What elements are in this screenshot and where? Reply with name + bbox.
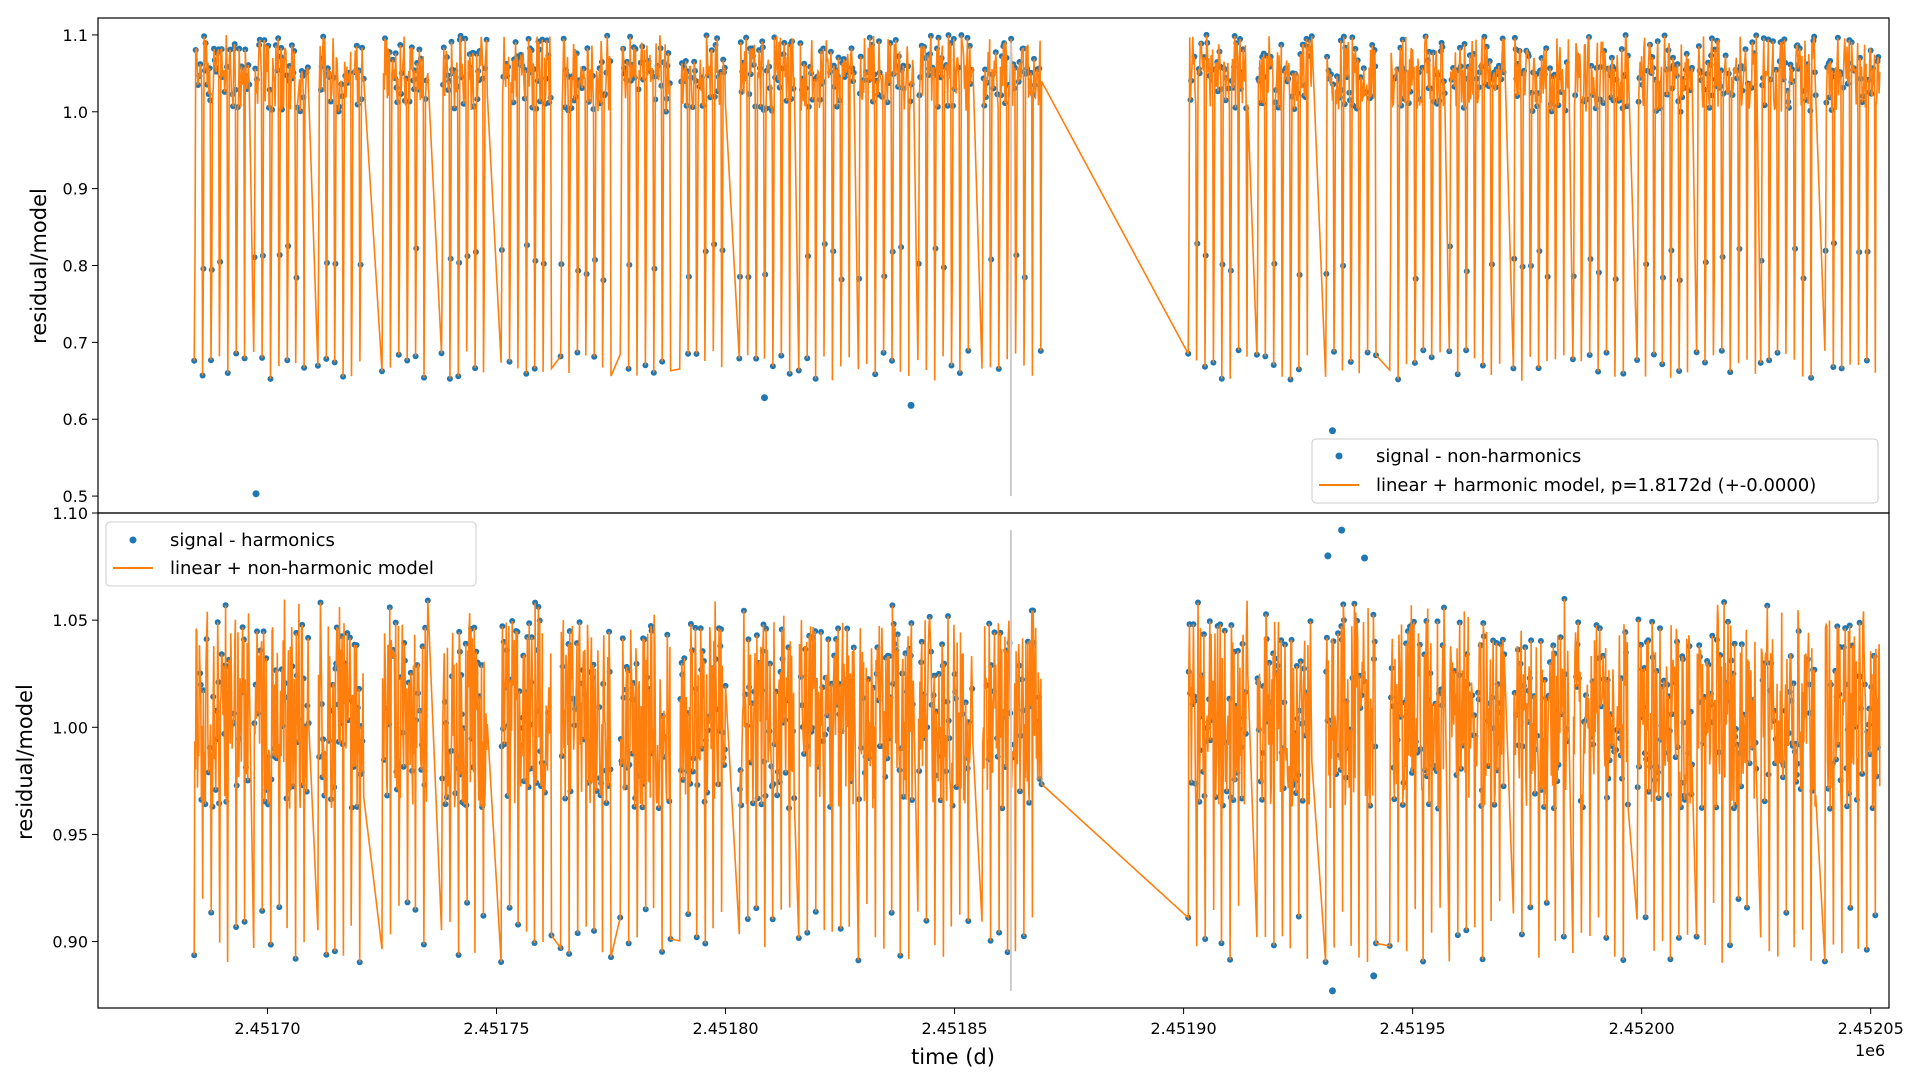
top-y-tick-label: 1.1 xyxy=(63,26,88,45)
top-model-line xyxy=(193,34,1881,381)
bottom-outlier-point xyxy=(1338,526,1346,534)
bottom-outlier-point xyxy=(1324,552,1332,560)
bottom-axes-frame xyxy=(97,512,1890,1009)
x-axis: 2.45170 2.45175 2.45180 2.45185 2.45190 2.451… xyxy=(234,1008,1904,1038)
top-legend-label-signal: signal - non-harmonics xyxy=(1376,446,1581,467)
top-plot-area xyxy=(191,31,1882,498)
x-tick-label: 2.45175 xyxy=(463,1019,529,1038)
bottom-legend-box xyxy=(105,521,477,587)
x-tick-label: 2.45180 xyxy=(692,1019,758,1038)
bottom-legend-marker-signal xyxy=(129,536,137,544)
top-panel: 0.5 0.6 0.7 0.8 0.9 1.0 1.1 residual/model sig… xyxy=(27,17,1890,514)
bottom-legend-label-model: linear + non-harmonic model xyxy=(170,558,434,579)
bottom-y-tick-label: 0.95 xyxy=(52,825,88,844)
bottom-model-line xyxy=(193,598,1881,963)
top-y-axis: 0.5 0.6 0.7 0.8 0.9 1.0 1.1 xyxy=(63,26,98,506)
top-legend: signal - non-harmonics linear + harmonic… xyxy=(1311,438,1879,504)
x-tick-label: 2.45200 xyxy=(1609,1019,1675,1038)
x-tick-label: 2.45195 xyxy=(1380,1019,1446,1038)
top-legend-label-model: linear + harmonic model, p=1.8172d (+-0.… xyxy=(1376,475,1816,496)
x-axis-label: time (d) xyxy=(911,1045,995,1069)
x-tick-label: 2.45170 xyxy=(234,1019,300,1038)
bottom-y-axis-label: residual/model xyxy=(13,684,37,840)
top-y-tick-label: 1.0 xyxy=(63,103,88,122)
bottom-y-tick-label: 0.90 xyxy=(52,933,88,952)
top-y-tick-label: 0.9 xyxy=(63,180,88,199)
bottom-y-tick-label: 1.10 xyxy=(52,504,88,523)
x-tick-label: 2.45190 xyxy=(1151,1019,1217,1038)
top-outlier-point xyxy=(252,490,260,498)
x-tick-label: 2.45185 xyxy=(921,1019,987,1038)
top-outlier-point xyxy=(1328,427,1336,435)
top-outlier-point xyxy=(907,401,915,409)
x-tick-label: 2.45205 xyxy=(1838,1019,1904,1038)
bottom-legend: signal - harmonics linear + non-harmonic… xyxy=(105,521,477,587)
top-y-tick-label: 0.6 xyxy=(63,410,88,429)
bottom-panel: 0.900.951.001.051.10 2.45170 2.45175 2.451… xyxy=(13,504,1904,1038)
bottom-outlier-point xyxy=(1328,987,1336,995)
x-axis-offset-label: 1e6 xyxy=(1855,1041,1885,1060)
top-y-tick-label: 0.7 xyxy=(63,333,88,352)
bottom-outlier-point xyxy=(1370,972,1378,980)
bottom-y-tick-label: 1.00 xyxy=(52,718,88,737)
bottom-y-tick-label: 1.05 xyxy=(52,611,88,630)
bottom-legend-label-signal: signal - harmonics xyxy=(170,530,335,551)
top-y-axis-label: residual/model xyxy=(27,188,51,344)
top-y-tick-label: 0.5 xyxy=(63,487,88,506)
top-y-tick-label: 0.8 xyxy=(63,257,88,276)
top-legend-marker-signal xyxy=(1335,452,1343,460)
bottom-y-axis: 0.90 0.95 1.00 1.05 1.10 xyxy=(52,504,98,952)
bottom-outlier-point xyxy=(1361,554,1369,562)
bottom-plot-area xyxy=(191,526,1881,995)
top-outlier-point xyxy=(760,394,768,402)
top-legend-box xyxy=(1311,438,1879,504)
